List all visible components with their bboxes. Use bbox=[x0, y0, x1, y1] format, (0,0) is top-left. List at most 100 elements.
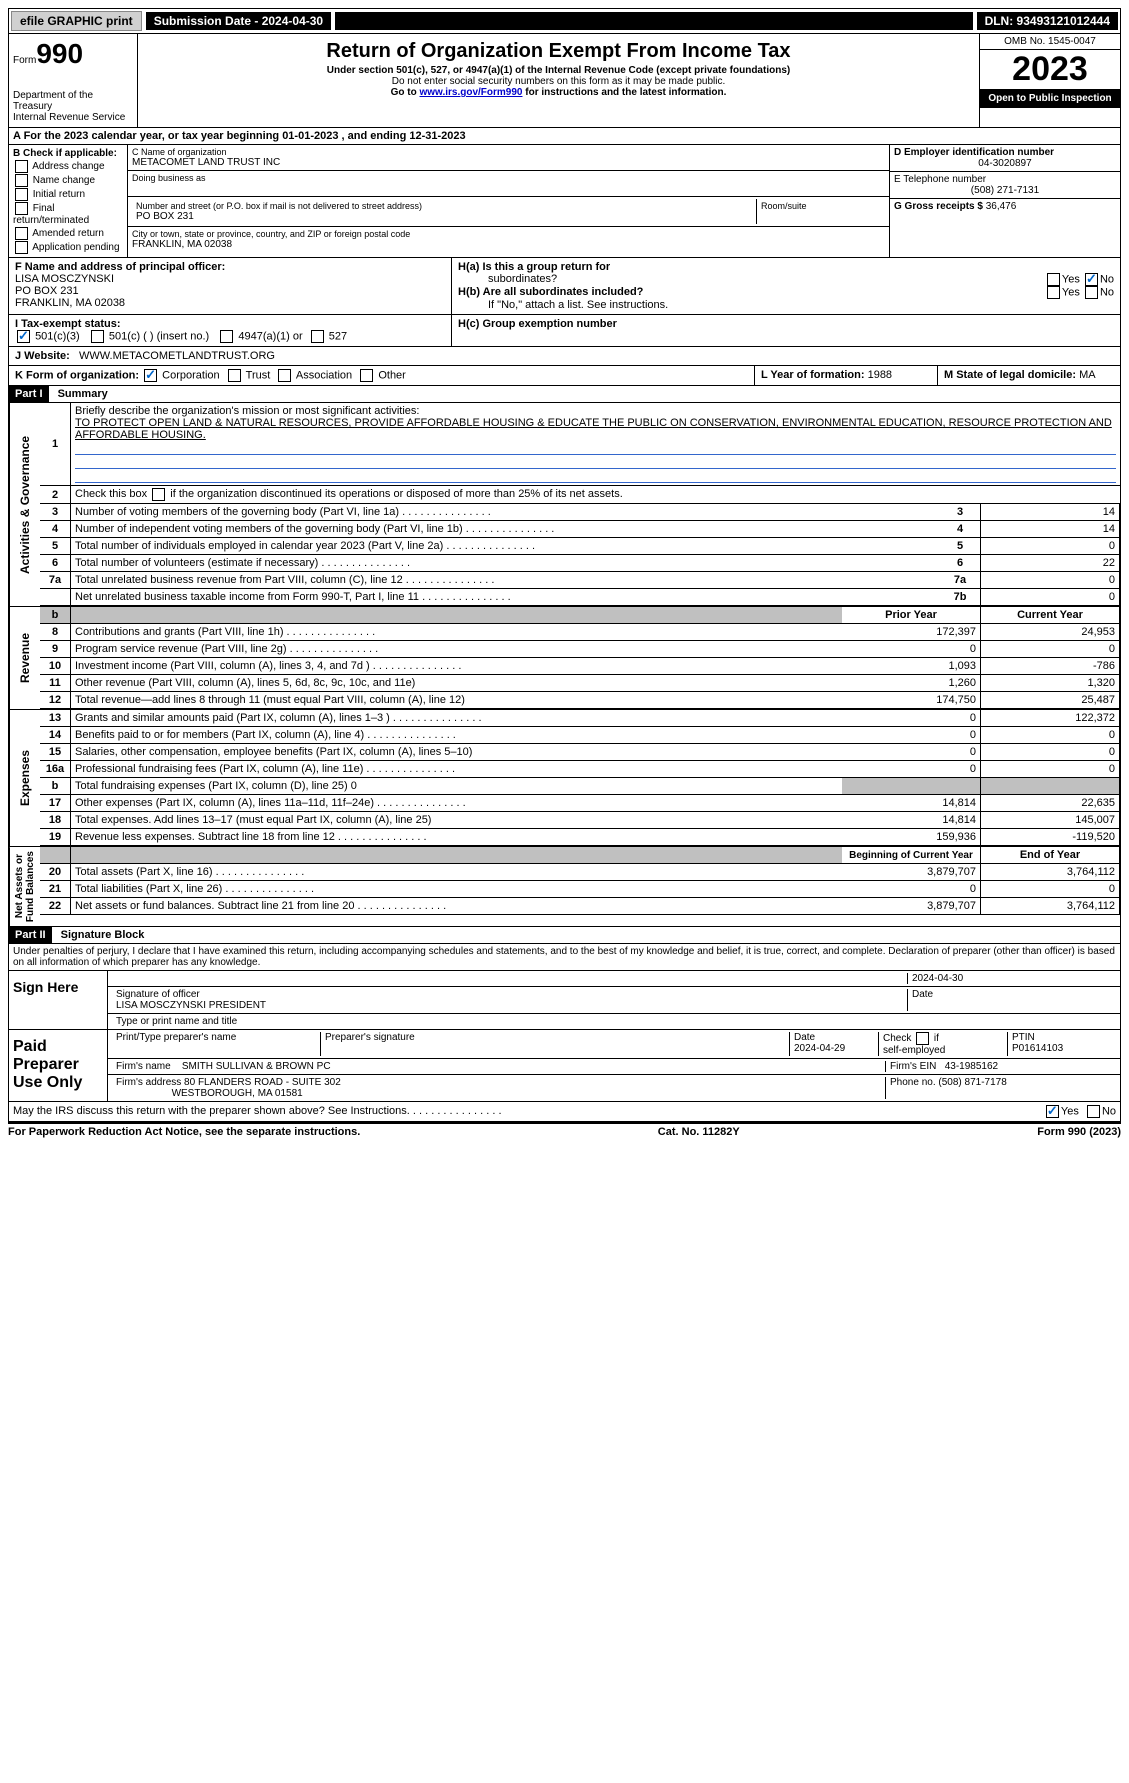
cb-discontinued[interactable] bbox=[152, 488, 165, 501]
hdr-end: End of Year bbox=[981, 847, 1120, 864]
l7a: Total unrelated business revenue from Pa… bbox=[71, 572, 941, 589]
firm-ein-label: Firm's EIN bbox=[890, 1061, 936, 1072]
cb-trust[interactable] bbox=[228, 369, 241, 382]
p21: 0 bbox=[842, 881, 981, 898]
cb-527[interactable] bbox=[311, 330, 324, 343]
hb-note: If "No," attach a list. See instructions… bbox=[458, 299, 1114, 311]
prep-sig-label: Preparer's signature bbox=[321, 1032, 790, 1056]
c22: 3,764,112 bbox=[981, 898, 1120, 915]
p19: 159,936 bbox=[842, 829, 981, 846]
cb-discuss-yes[interactable] bbox=[1046, 1105, 1059, 1118]
part2-title: Signature Block bbox=[55, 927, 151, 943]
p9: 0 bbox=[842, 641, 981, 658]
officer-addr2: FRANKLIN, MA 02038 bbox=[15, 297, 445, 309]
p17: 14,814 bbox=[842, 795, 981, 812]
cb-ha-no[interactable] bbox=[1085, 273, 1098, 286]
cb-501c[interactable] bbox=[91, 330, 104, 343]
cb-corp[interactable] bbox=[144, 369, 157, 382]
addr-label: Number and street (or P.O. box if mail i… bbox=[136, 201, 752, 211]
vlabel-revenue: Revenue bbox=[9, 607, 40, 709]
c9: 0 bbox=[981, 641, 1120, 658]
firm-name-label: Firm's name bbox=[116, 1061, 171, 1072]
cb-final[interactable] bbox=[15, 202, 28, 215]
p22: 3,879,707 bbox=[842, 898, 981, 915]
v7a: 0 bbox=[981, 572, 1120, 589]
firm-ein: 43-1985162 bbox=[945, 1061, 998, 1072]
l20: Total assets (Part X, line 16) bbox=[71, 864, 843, 881]
top-bar: efile GRAPHIC print Submission Date - 20… bbox=[8, 8, 1121, 34]
cb-hb-yes[interactable] bbox=[1047, 286, 1060, 299]
l7b: Net unrelated business taxable income fr… bbox=[71, 589, 941, 606]
line-a: A For the 2023 calendar year, or tax yea… bbox=[8, 128, 1121, 145]
cb-initial[interactable] bbox=[15, 188, 28, 201]
l16a: Professional fundraising fees (Part IX, … bbox=[71, 761, 843, 778]
footer-right: Form 990 (2023) bbox=[1037, 1126, 1121, 1138]
l22: Net assets or fund balances. Subtract li… bbox=[71, 898, 843, 915]
cb-pending[interactable] bbox=[15, 241, 28, 254]
c18: 145,007 bbox=[981, 812, 1120, 829]
hb-label: H(b) Are all subordinates included? bbox=[458, 286, 643, 299]
ein-val: 04-3020897 bbox=[894, 158, 1116, 169]
ha-sub: subordinates? bbox=[458, 273, 557, 286]
opt-addr: Address change bbox=[32, 161, 104, 172]
phone-label: E Telephone number bbox=[894, 174, 1116, 185]
irs-link[interactable]: www.irs.gov/Form990 bbox=[419, 87, 522, 98]
cb-4947[interactable] bbox=[220, 330, 233, 343]
dln: DLN: 93493121012444 bbox=[977, 12, 1118, 30]
hdr-curr: Current Year bbox=[981, 607, 1120, 624]
vlabel-expenses: Expenses bbox=[9, 710, 40, 846]
cb-ha-yes[interactable] bbox=[1047, 273, 1060, 286]
cb-name-change[interactable] bbox=[15, 174, 28, 187]
opt-501c3: 501(c)(3) bbox=[35, 330, 80, 342]
jurat: Under penalties of perjury, I declare th… bbox=[8, 944, 1121, 971]
l1-label: Briefly describe the organization's miss… bbox=[75, 405, 419, 417]
discuss-q: May the IRS discuss this return with the… bbox=[13, 1105, 502, 1118]
vlabel-netassets: Net Assets orFund Balances bbox=[9, 847, 40, 926]
tax-year: 2023 bbox=[980, 50, 1120, 89]
prep-phone: (508) 871-7178 bbox=[938, 1077, 1006, 1088]
opt-501c: 501(c) ( ) (insert no.) bbox=[109, 330, 209, 342]
cb-hb-no[interactable] bbox=[1085, 286, 1098, 299]
revenue-section: Revenue bPrior YearCurrent Year 8Contrib… bbox=[8, 607, 1121, 710]
sig-officer-label: Signature of officer bbox=[116, 989, 200, 1000]
firm-addr1: 80 FLANDERS ROAD - SUITE 302 bbox=[184, 1077, 341, 1088]
officer-name: LISA MOSCZYNSKI bbox=[15, 273, 445, 285]
opt-other: Other bbox=[378, 369, 406, 381]
c11: 1,320 bbox=[981, 675, 1120, 692]
opt-4947: 4947(a)(1) or bbox=[238, 330, 302, 342]
cb-discuss-no[interactable] bbox=[1087, 1105, 1100, 1118]
cb-address-change[interactable] bbox=[15, 160, 28, 173]
l5: Total number of individuals employed in … bbox=[71, 538, 941, 555]
org-addr: PO BOX 231 bbox=[136, 211, 752, 222]
l4: Number of independent voting members of … bbox=[71, 521, 941, 538]
v4: 14 bbox=[981, 521, 1120, 538]
cb-other[interactable] bbox=[360, 369, 373, 382]
irs-label: Internal Revenue Service bbox=[13, 112, 133, 123]
p13: 0 bbox=[842, 710, 981, 727]
p18: 14,814 bbox=[842, 812, 981, 829]
firm-addr2: WESTBOROUGH, MA 01581 bbox=[172, 1088, 303, 1099]
part1-num: Part I bbox=[9, 386, 49, 402]
cb-amended[interactable] bbox=[15, 227, 28, 240]
hc-label: H(c) Group exemption number bbox=[458, 318, 617, 330]
cb-assoc[interactable] bbox=[278, 369, 291, 382]
sig-date: 2024-04-30 bbox=[908, 973, 1116, 984]
hdr-prior: Prior Year bbox=[842, 607, 981, 624]
officer-addr1: PO BOX 231 bbox=[15, 285, 445, 297]
org-city: FRANKLIN, MA 02038 bbox=[132, 239, 885, 250]
l15: Salaries, other compensation, employee b… bbox=[71, 744, 843, 761]
room-label: Room/suite bbox=[761, 201, 881, 211]
l18: Total expenses. Add lines 13–17 (must eq… bbox=[71, 812, 843, 829]
dept-treasury: Department of the Treasury bbox=[13, 90, 133, 112]
part1-title: Summary bbox=[52, 386, 114, 402]
l9: Program service revenue (Part VIII, line… bbox=[71, 641, 843, 658]
c21: 0 bbox=[981, 881, 1120, 898]
expenses-section: Expenses 13Grants and similar amounts pa… bbox=[8, 710, 1121, 847]
prep-date-label: Date bbox=[794, 1032, 815, 1043]
cb-501c3[interactable] bbox=[17, 330, 30, 343]
form-title: Return of Organization Exempt From Incom… bbox=[142, 40, 975, 63]
p11: 1,260 bbox=[842, 675, 981, 692]
v3: 14 bbox=[981, 504, 1120, 521]
cb-self-employed[interactable] bbox=[916, 1032, 929, 1045]
efile-print-btn[interactable]: efile GRAPHIC print bbox=[11, 11, 142, 31]
